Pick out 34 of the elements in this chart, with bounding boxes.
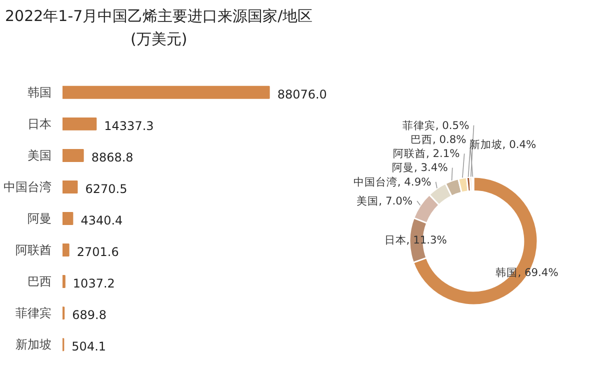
data-label: 4340.4 [80, 214, 123, 228]
y-tick-label: 韩国 [28, 85, 52, 100]
data-label: 88076.0 [277, 87, 327, 102]
y-tick-label: 菲律宾 [16, 306, 52, 320]
data-label: 14337.3 [104, 118, 154, 133]
slice-label: 阿曼 [392, 161, 414, 174]
data-label: , 3.4% [414, 161, 448, 174]
data-label: 689.8 [72, 308, 106, 322]
data-label: 1037.2 [72, 276, 115, 291]
y-tick-label: 阿曼 [28, 212, 52, 226]
slice-label: 日本 [384, 234, 406, 247]
data-label: 8868.8 [91, 150, 134, 164]
data-label: , 7.0% [378, 194, 413, 208]
slice-label: 中国台湾 [353, 175, 398, 188]
data-label: , 4.9% [397, 175, 432, 188]
y-tick-label: 巴西 [28, 274, 52, 289]
slice-label: 菲律宾 [402, 118, 436, 132]
data-label: 6270.5 [85, 182, 128, 196]
y-tick-label: 新加坡 [16, 338, 52, 352]
y-tick-label: 中国台湾 [4, 180, 52, 194]
data-label: , 0.4% [502, 138, 536, 152]
slice-label: 新加坡 [469, 138, 502, 152]
y-tick-label: 阿联酋 [16, 243, 52, 258]
data-label: , 0.5% [435, 118, 470, 132]
data-label: , 2.1% [426, 147, 460, 160]
data-label: 2701.6 [76, 245, 119, 260]
chart-title: 2022年1-7月中国乙烯主要进口来源国家/地区 (万美元) [5, 6, 313, 50]
y-tick-label: 日本 [28, 116, 52, 131]
slice-label: 巴西 [410, 132, 432, 146]
data-label: 504.1 [72, 340, 106, 354]
data-label: , 0.8% [432, 132, 466, 146]
y-tick-label: 美国 [28, 148, 52, 162]
slice-label: 阿联酋 [392, 147, 426, 160]
slice-label: 美国 [356, 194, 379, 208]
